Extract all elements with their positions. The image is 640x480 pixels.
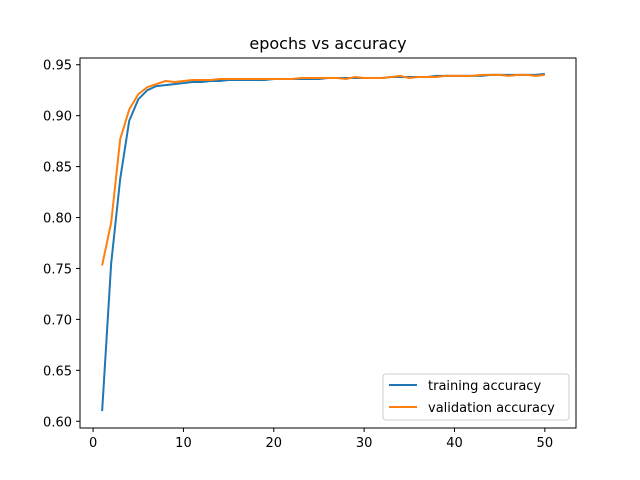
- y-tick-label: 0.80: [43, 212, 72, 227]
- x-tick-label: 10: [175, 436, 192, 451]
- plot-frame: [79, 57, 577, 429]
- x-tick-label: 30: [356, 436, 373, 451]
- y-tick-label: 0.85: [43, 161, 72, 176]
- series-layer: [101, 72, 545, 412]
- legend: training accuracy validation accuracy: [382, 373, 570, 421]
- x-tick-label: 50: [537, 436, 554, 451]
- ticks-layer: 0 10 20 30 40 50 0.60 0.65 0.70 0.75 0.80 0.85 0.90 0…: [43, 59, 553, 451]
- y-tick-label: 0.95: [43, 59, 72, 74]
- series-line-validation: [101, 73, 545, 266]
- y-tick-label: 0.60: [43, 415, 72, 430]
- legend-label-training: training accuracy: [428, 379, 541, 394]
- y-tick-label: 0.75: [43, 262, 72, 277]
- y-tick-label: 0.65: [43, 364, 72, 379]
- y-tick-label: 0.70: [43, 313, 72, 328]
- legend-label-validation: validation accuracy: [428, 401, 555, 416]
- chart-title: epochs vs accuracy: [249, 34, 406, 53]
- x-tick-label: 40: [446, 436, 463, 451]
- x-tick-label: 0: [89, 436, 97, 451]
- x-tick-label: 20: [266, 436, 283, 451]
- y-tick-label: 0.90: [43, 110, 72, 125]
- legend-box: [382, 373, 570, 421]
